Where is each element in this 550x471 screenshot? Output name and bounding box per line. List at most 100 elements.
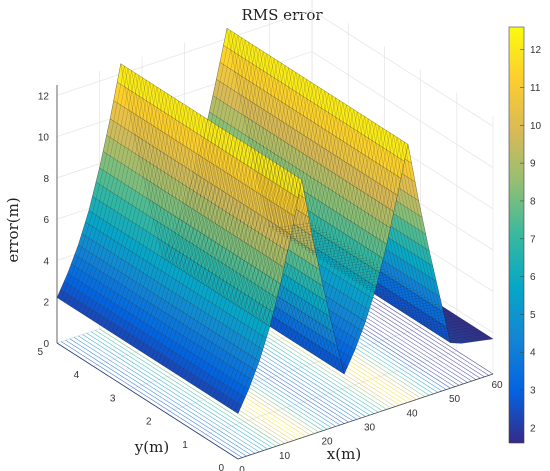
mesh-line — [230, 139, 486, 410]
colorbar-tick-label: 2 — [530, 423, 536, 434]
mesh-line — [93, 51, 349, 321]
mesh-line — [89, 49, 345, 319]
mesh-line — [129, 74, 385, 345]
mesh-line — [237, 144, 494, 414]
colorbar-tick-label: 6 — [530, 272, 536, 283]
mesh-line — [136, 79, 392, 349]
mesh-line — [147, 86, 403, 356]
y-tick-label: 1 — [182, 440, 188, 451]
mesh-line — [85, 46, 341, 317]
mesh-line — [158, 93, 414, 363]
x-axis-label: x(m) — [327, 445, 361, 463]
y-axis-label: y(m) — [134, 438, 169, 456]
mesh-line — [201, 121, 457, 391]
y-tick-label: 5 — [37, 347, 43, 358]
z-tick-label: 8 — [43, 174, 49, 185]
colorbar-tick-label: 12 — [530, 45, 542, 56]
x-tick-label: 30 — [364, 423, 376, 434]
mesh-line — [150, 88, 407, 358]
contour-line — [65, 339, 247, 457]
contour-line — [78, 335, 260, 453]
mesh-line — [64, 32, 320, 303]
colorbar-tick-label: 11 — [530, 83, 541, 94]
mesh-line — [114, 65, 370, 335]
mesh-line — [176, 104, 432, 375]
mesh-line — [71, 37, 327, 307]
y-tick-label: 4 — [74, 370, 80, 381]
mesh-line — [216, 130, 472, 400]
mesh-line — [234, 141, 490, 412]
mesh-line — [118, 67, 374, 338]
mesh-line — [60, 30, 316, 300]
x-tick-label: 50 — [449, 394, 461, 405]
x-tick-label: 10 — [279, 451, 291, 462]
colorbar-tick-label: 7 — [530, 234, 536, 245]
mesh-line — [56, 28, 313, 298]
colorbar: 2 3 4 5 6 7 8 9 10 11 12 — [508, 26, 542, 444]
contour-line — [99, 328, 281, 446]
chart-title: RMS error — [241, 6, 323, 24]
mesh-line — [194, 116, 450, 386]
contour-line — [82, 334, 264, 451]
mesh-line — [132, 77, 389, 347]
x-tick-label: 40 — [406, 408, 418, 419]
mesh-line — [198, 118, 454, 389]
contour-line — [86, 332, 268, 450]
y-tick-label: 0 — [218, 463, 224, 471]
colorbar-tick-label: 3 — [530, 386, 536, 397]
mesh-line — [78, 42, 334, 312]
mesh-line — [96, 53, 352, 324]
colorbar-gradient — [508, 26, 525, 444]
mesh-line — [143, 83, 399, 354]
contour-line — [61, 341, 243, 458]
mesh-line — [67, 35, 323, 305]
colorbar-tick-label: 9 — [530, 159, 536, 170]
z-tick-label: 4 — [43, 256, 49, 267]
z-tick-label: 2 — [43, 298, 49, 309]
mesh-line — [208, 125, 465, 396]
z-tick-label: 6 — [43, 215, 49, 226]
mesh-line — [154, 90, 410, 361]
mesh-line — [111, 63, 367, 333]
mesh-line — [140, 81, 396, 352]
y-tick-label: 3 — [110, 393, 116, 404]
x-tick-label: 0 — [239, 465, 245, 471]
colorbar-tick-label: 8 — [530, 196, 536, 207]
mesh-line — [100, 56, 356, 326]
mesh-line — [183, 109, 439, 379]
mesh-line — [172, 102, 428, 372]
mesh-line — [190, 114, 446, 384]
mesh-line — [179, 107, 436, 377]
contour-line — [69, 338, 251, 456]
mesh-line — [187, 111, 443, 382]
mesh-line — [212, 128, 468, 398]
mesh-line — [227, 137, 483, 407]
colorbar-tick-label: 5 — [530, 310, 536, 321]
contour-line — [95, 329, 277, 447]
error-surface — [56, 27, 494, 414]
contour-line — [73, 337, 256, 454]
mesh-line — [219, 132, 475, 403]
z-tick-label: 0 — [43, 339, 49, 350]
mesh-line — [161, 95, 418, 365]
z-tick-label: 12 — [38, 91, 50, 102]
mesh-line — [122, 70, 378, 340]
x-tick-label: 60 — [491, 380, 503, 391]
mesh-line — [107, 60, 363, 331]
z-axis-label: error(m) — [4, 197, 22, 262]
mesh-line — [169, 100, 425, 370]
mesh-line — [74, 39, 331, 310]
contour-line — [56, 342, 239, 460]
mesh-line — [223, 135, 479, 405]
x-tick-label: 20 — [321, 437, 333, 448]
y-tick-label: 2 — [146, 417, 152, 428]
mesh-line — [103, 58, 360, 328]
z-tick-label: 10 — [38, 133, 50, 144]
colorbar-tick-label: 4 — [530, 348, 536, 359]
mesh-line — [125, 72, 381, 342]
mesh-line — [165, 97, 421, 368]
mesh-line — [205, 123, 461, 393]
colorbar-tick-label: 10 — [530, 121, 542, 132]
